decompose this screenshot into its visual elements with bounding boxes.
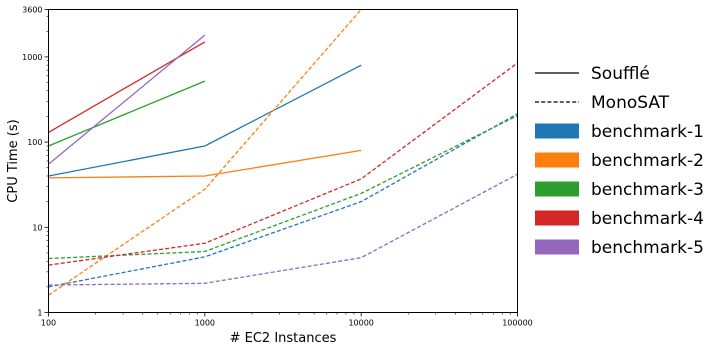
series-benchmark-3-souffle	[48, 80, 206, 147]
series-benchmark-1-souffle	[48, 64, 362, 177]
x-tick-label: 10000	[348, 319, 373, 328]
legend-label: benchmark-5	[591, 238, 704, 258]
x-tick-label: 100	[41, 319, 56, 328]
legend-swatch-benchmark-3	[535, 181, 579, 197]
legend-label: benchmark-4	[591, 209, 704, 229]
legend-swatch-benchmark-2	[535, 152, 579, 168]
legend-label: benchmark-3	[591, 180, 704, 200]
y-tick-label: 100	[27, 138, 42, 147]
series-layer	[48, 9, 518, 296]
y-tick-label: 3600	[22, 6, 42, 15]
series-benchmark-4-monosat	[48, 62, 518, 266]
ticks-layer: 100 1000 10000 100000 1 10 100 1000 3600	[22, 6, 533, 328]
plot-frame	[48, 9, 518, 313]
series-benchmark-3-monosat	[48, 114, 518, 260]
legend: Soufflé MonoSAT benchmark-1 benchmark-2 benc…	[535, 64, 704, 258]
series-benchmark-5-monosat	[48, 173, 518, 286]
series-benchmark-1-monosat	[48, 113, 518, 288]
legend-label: benchmark-2	[591, 151, 704, 171]
legend-swatch-benchmark-1	[535, 123, 579, 139]
x-tick-label: 100000	[502, 319, 533, 328]
legend-label: benchmark-1	[591, 122, 704, 142]
series-benchmark-4-souffle	[48, 41, 206, 133]
series-benchmark-5-souffle	[48, 34, 206, 165]
legend-label: Soufflé	[591, 64, 650, 84]
series-benchmark-2-souffle	[48, 149, 362, 179]
x-tick-label: 1000	[195, 319, 215, 328]
x-axis-label: # EC2 Instances	[230, 331, 337, 346]
legend-swatch-benchmark-5	[535, 239, 579, 255]
y-tick-label: 1	[37, 309, 42, 318]
series-benchmark-2-monosat	[48, 9, 362, 296]
legend-label: MonoSAT	[591, 93, 670, 113]
legend-swatch-benchmark-4	[535, 210, 579, 226]
y-tick-label: 1000	[22, 53, 42, 62]
y-tick-label: 10	[32, 223, 42, 232]
y-axis-label: CPU Time (s)	[6, 119, 21, 202]
